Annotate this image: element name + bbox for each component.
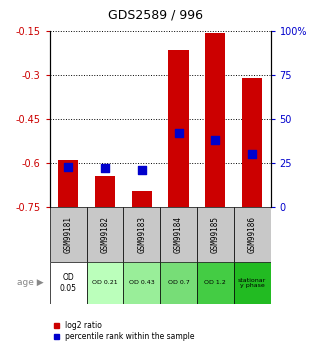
Point: [213, 137, 218, 143]
Point: [176, 130, 181, 136]
Bar: [160, 207, 197, 262]
Text: GSM99182: GSM99182: [100, 216, 109, 253]
Bar: [50, 262, 86, 304]
Point: [139, 167, 144, 173]
Text: GSM99184: GSM99184: [174, 216, 183, 253]
Bar: [205, 32, 225, 207]
Bar: [169, 50, 189, 207]
Text: OD 0.7: OD 0.7: [168, 280, 189, 285]
Point: [250, 151, 255, 157]
Bar: [123, 207, 160, 262]
Bar: [86, 207, 123, 262]
Bar: [234, 262, 271, 304]
Bar: [123, 262, 160, 304]
Bar: [132, 191, 152, 207]
Text: OD 0.21: OD 0.21: [92, 280, 118, 285]
Bar: [242, 78, 262, 207]
Bar: [197, 207, 234, 262]
Bar: [197, 262, 234, 304]
Bar: [95, 176, 115, 207]
Bar: [160, 262, 197, 304]
Bar: [58, 160, 78, 207]
Text: GSM99186: GSM99186: [248, 216, 257, 253]
Text: GSM99183: GSM99183: [137, 216, 146, 253]
Text: OD 1.2: OD 1.2: [205, 280, 226, 285]
Text: stationar
y phase: stationar y phase: [238, 277, 266, 288]
Text: GDS2589 / 996: GDS2589 / 996: [108, 9, 203, 22]
Text: GSM99185: GSM99185: [211, 216, 220, 253]
Text: GSM99181: GSM99181: [64, 216, 73, 253]
Bar: [50, 207, 86, 262]
Text: age ▶: age ▶: [17, 278, 44, 287]
Text: OD 0.43: OD 0.43: [129, 280, 155, 285]
Point: [102, 166, 108, 171]
Bar: [234, 207, 271, 262]
Point: [66, 164, 71, 169]
Text: OD
0.05: OD 0.05: [60, 273, 77, 293]
Legend: log2 ratio, percentile rank within the sample: log2 ratio, percentile rank within the s…: [53, 321, 195, 341]
Bar: [86, 262, 123, 304]
